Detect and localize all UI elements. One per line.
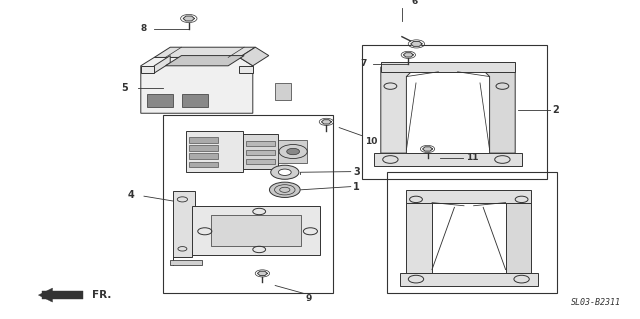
Polygon shape <box>422 147 433 151</box>
Polygon shape <box>173 191 195 265</box>
Polygon shape <box>211 215 301 246</box>
Polygon shape <box>257 271 268 276</box>
Text: FR.: FR. <box>92 290 111 300</box>
Polygon shape <box>278 140 307 163</box>
Bar <box>246 150 275 155</box>
Polygon shape <box>321 120 332 124</box>
Polygon shape <box>165 56 244 66</box>
Bar <box>246 141 275 146</box>
Polygon shape <box>186 131 243 172</box>
Bar <box>189 145 218 151</box>
Polygon shape <box>154 47 255 57</box>
Bar <box>362 45 547 179</box>
Polygon shape <box>192 206 320 255</box>
Circle shape <box>278 169 291 175</box>
Bar <box>189 153 218 159</box>
Polygon shape <box>406 190 531 203</box>
Polygon shape <box>381 67 416 153</box>
Polygon shape <box>381 62 515 72</box>
Polygon shape <box>480 67 515 153</box>
Bar <box>182 94 208 107</box>
Text: 4: 4 <box>127 189 134 200</box>
Bar <box>189 137 218 143</box>
Polygon shape <box>275 83 291 100</box>
Polygon shape <box>374 153 522 166</box>
Text: SL03-B2311: SL03-B2311 <box>571 298 621 307</box>
Polygon shape <box>38 288 52 302</box>
Text: 6: 6 <box>412 0 418 6</box>
Text: 11: 11 <box>466 153 479 162</box>
Polygon shape <box>42 291 83 299</box>
Text: 8: 8 <box>141 24 147 33</box>
Bar <box>147 94 173 107</box>
Circle shape <box>269 182 300 197</box>
Polygon shape <box>141 57 253 113</box>
Circle shape <box>271 165 299 179</box>
Bar <box>163 115 333 293</box>
Text: 10: 10 <box>365 137 377 146</box>
Text: 3: 3 <box>353 167 360 177</box>
Text: 1: 1 <box>353 182 360 192</box>
Text: 2: 2 <box>552 105 559 115</box>
Polygon shape <box>406 203 432 273</box>
Polygon shape <box>400 273 538 286</box>
Polygon shape <box>239 66 253 73</box>
Bar <box>189 162 218 167</box>
Polygon shape <box>506 203 531 273</box>
Text: 7: 7 <box>360 59 367 68</box>
Bar <box>387 172 557 293</box>
Polygon shape <box>141 66 154 73</box>
Polygon shape <box>411 41 422 46</box>
Polygon shape <box>170 260 202 265</box>
Polygon shape <box>403 53 413 57</box>
Text: 5: 5 <box>121 83 128 93</box>
Bar <box>246 159 275 164</box>
Polygon shape <box>154 56 170 73</box>
Circle shape <box>287 148 300 155</box>
Polygon shape <box>243 134 278 169</box>
Polygon shape <box>183 16 195 21</box>
Polygon shape <box>239 47 269 66</box>
Text: 9: 9 <box>306 294 312 303</box>
